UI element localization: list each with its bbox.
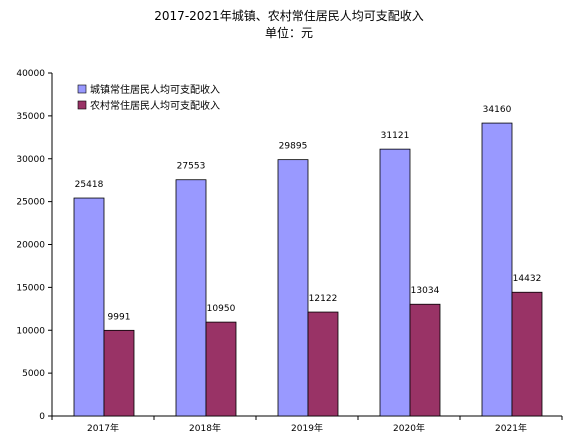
data-label: 14432 — [513, 274, 542, 284]
chart-title: 2017-2021年城镇、农村常住居民人均可支配收入 — [154, 9, 423, 23]
data-label: 27553 — [177, 162, 206, 172]
data-label: 9991 — [108, 312, 131, 322]
bar — [481, 122, 513, 417]
y-tick-label: 0 — [39, 412, 45, 422]
data-label: 12122 — [309, 294, 338, 304]
chart-subtitle: 单位：元 — [265, 25, 313, 40]
legend: 城镇常住居民人均可支配收入 农村常住居民人均可支配收入 — [77, 83, 220, 112]
legend-swatch-urban — [77, 84, 87, 94]
y-tick-label: 25000 — [16, 198, 45, 208]
y-tick-label: 15000 — [16, 283, 45, 293]
bar — [205, 321, 237, 417]
bar — [379, 148, 411, 417]
bar — [511, 291, 543, 417]
legend-label-urban: 城镇常住居民人均可支配收入 — [90, 83, 220, 96]
data-label: 25418 — [75, 180, 104, 190]
bar — [307, 311, 339, 417]
x-tick-label: 2018年 — [189, 422, 221, 434]
bar — [277, 159, 309, 417]
bar — [103, 329, 135, 417]
x-tick-label: 2020年 — [393, 422, 425, 434]
y-tick-label: 20000 — [16, 241, 45, 251]
legend-swatch-rural — [77, 100, 87, 110]
bar — [73, 197, 105, 417]
plot-area: 0 5000 10000 15000 20000 25000 30000 35000 40000… — [16, 69, 563, 434]
bar — [409, 303, 441, 417]
y-tick-label: 5000 — [22, 369, 45, 379]
y-tick-label: 30000 — [16, 155, 45, 165]
data-label: 34160 — [483, 105, 512, 115]
x-tick-label: 2017年 — [87, 422, 119, 434]
legend-label-rural: 农村常住居民人均可支配收入 — [90, 99, 220, 112]
x-tick-label: 2021年 — [495, 422, 527, 434]
y-tick-label: 35000 — [16, 112, 45, 122]
y-tick-label: 10000 — [16, 326, 45, 336]
data-label: 13034 — [411, 286, 440, 296]
data-label: 29895 — [279, 142, 308, 152]
y-tick-label: 40000 — [16, 69, 45, 79]
bar — [175, 179, 207, 417]
x-tick-label: 2019年 — [291, 422, 323, 434]
data-label: 10950 — [207, 304, 236, 314]
data-label: 31121 — [381, 131, 410, 141]
